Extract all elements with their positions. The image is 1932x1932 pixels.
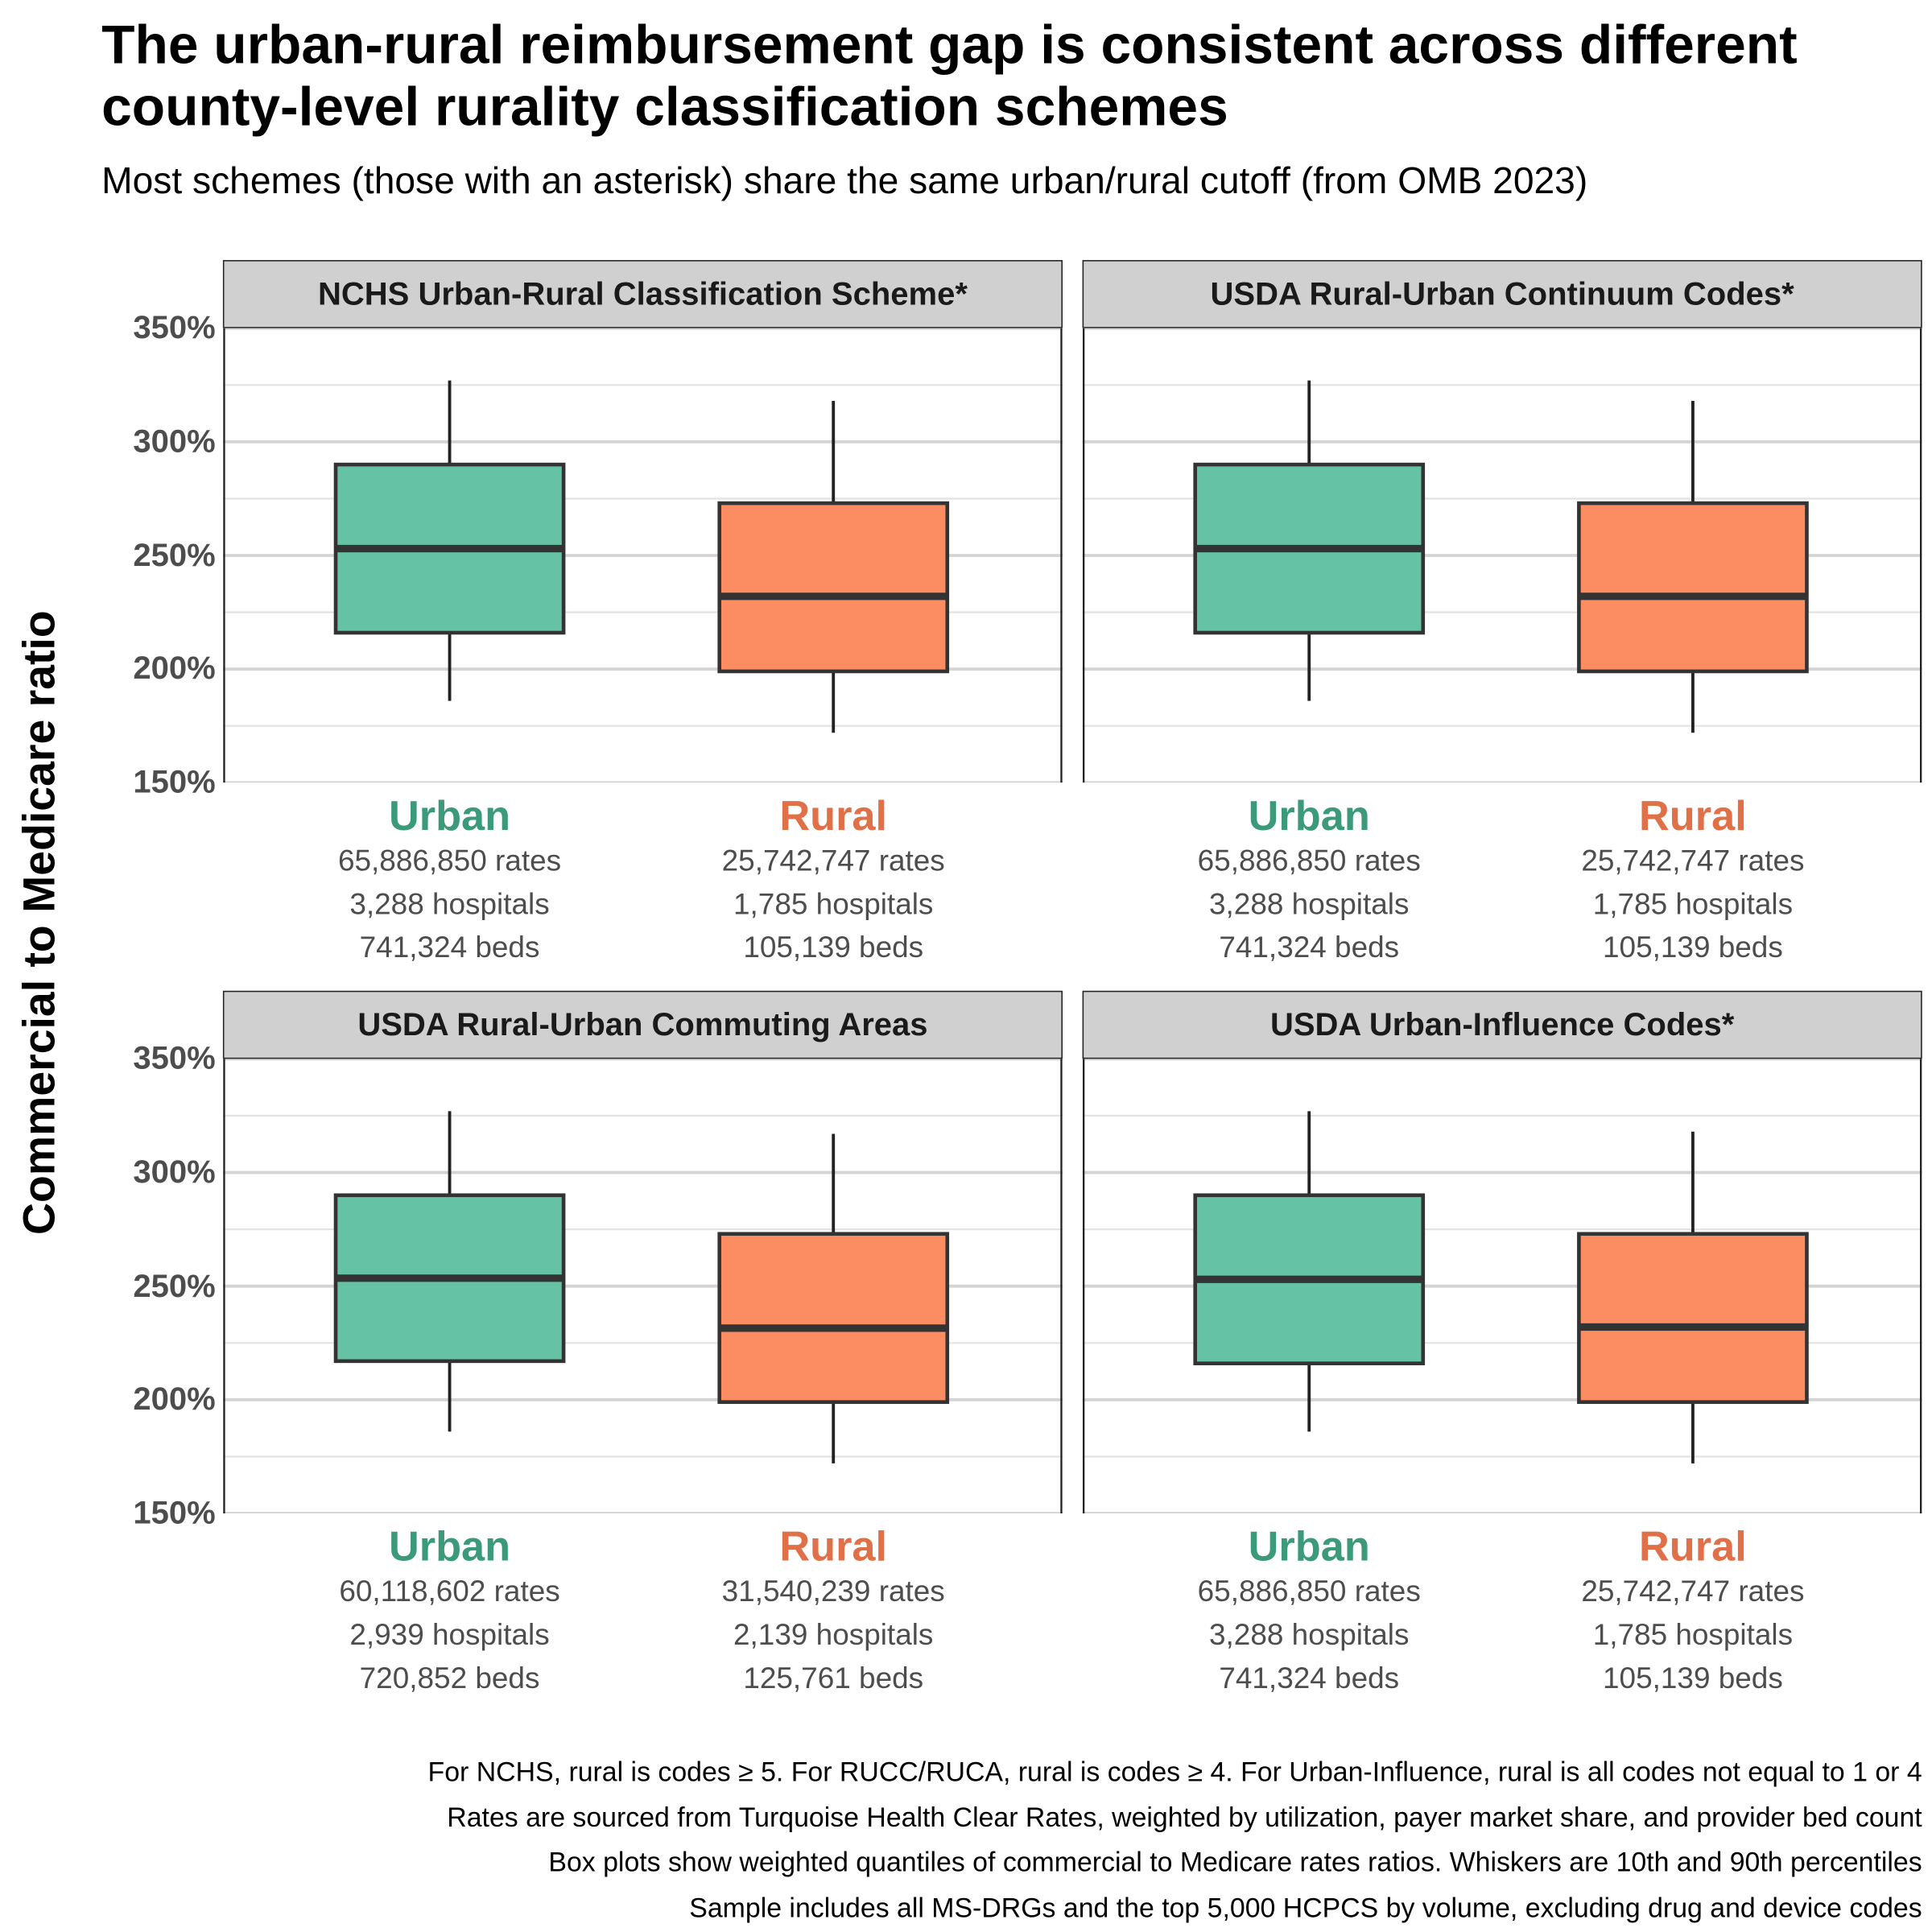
hospitals-count: 1,785 hospitals bbox=[1592, 888, 1794, 922]
category-name: Urban bbox=[1248, 792, 1370, 840]
rates-count: 60,118,602 rates bbox=[339, 1575, 560, 1609]
rates-count: 31,540,239 rates bbox=[721, 1575, 945, 1609]
rates-count: 25,742,747 rates bbox=[721, 844, 945, 878]
chart-title: The urban-rural reimbursement gap is con… bbox=[101, 14, 1798, 138]
category-label-rural: Rural 25,742,747 rates 1,785 hospitals 1… bbox=[1507, 1523, 1879, 1700]
hospitals-count: 3,288 hospitals bbox=[349, 888, 550, 922]
category-label-urban: Urban 65,886,850 rates 3,288 hospitals 7… bbox=[264, 793, 636, 970]
y-tick-label: 200% bbox=[133, 649, 216, 687]
category-name: Rural bbox=[779, 792, 888, 840]
beds-count: 741,324 beds bbox=[1219, 1662, 1400, 1696]
category-label-rural: Rural 25,742,747 rates 1,785 hospitals 1… bbox=[1507, 793, 1879, 970]
beds-count: 741,324 beds bbox=[1219, 931, 1400, 965]
footnote: Rates are sourced from Turquoise Health … bbox=[447, 1801, 1922, 1833]
beds-count: 105,139 beds bbox=[743, 931, 924, 965]
category-label-rural: Rural 25,742,747 rates 1,785 hospitals 1… bbox=[647, 793, 1019, 970]
plot-area bbox=[1082, 1059, 1922, 1513]
category-name: Rural bbox=[1639, 792, 1747, 840]
plot-area bbox=[1082, 328, 1922, 783]
hospitals-count: 3,288 hospitals bbox=[1209, 888, 1410, 922]
y-tick-label: 150% bbox=[133, 1493, 216, 1531]
category-label-rural: Rural 31,540,239 rates 2,139 hospitals 1… bbox=[647, 1523, 1019, 1700]
y-tick-label: 350% bbox=[133, 308, 216, 346]
y-tick-label: 300% bbox=[133, 1152, 216, 1191]
category-label-urban: Urban 60,118,602 rates 2,939 hospitals 7… bbox=[264, 1523, 636, 1700]
y-tick-label: 350% bbox=[133, 1038, 216, 1076]
rates-count: 65,886,850 rates bbox=[1197, 844, 1421, 878]
box-rural bbox=[1577, 501, 1809, 674]
box-rural bbox=[717, 501, 950, 674]
beds-count: 720,852 beds bbox=[359, 1662, 540, 1696]
category-name: Urban bbox=[1248, 1523, 1370, 1571]
category-name: Urban bbox=[388, 792, 511, 840]
y-tick-label: 250% bbox=[133, 1266, 216, 1304]
category-name: Rural bbox=[1639, 1523, 1747, 1571]
rates-count: 65,886,850 rates bbox=[337, 844, 562, 878]
category-label-urban: Urban 65,886,850 rates 3,288 hospitals 7… bbox=[1123, 793, 1495, 970]
y-axis-label: Commercial to Medicare ratio bbox=[13, 610, 64, 1235]
y-tick-label: 200% bbox=[133, 1380, 216, 1418]
hospitals-count: 2,939 hospitals bbox=[349, 1618, 550, 1653]
box-rural bbox=[1577, 1232, 1809, 1404]
rates-count: 25,742,747 rates bbox=[1581, 844, 1805, 878]
footnote: Sample includes all MS-DRGs and the top … bbox=[689, 1891, 1922, 1923]
facet-title: USDA Rural-Urban Commuting Areas bbox=[222, 990, 1063, 1059]
plot-area bbox=[222, 328, 1063, 783]
facet-title: USDA Rural-Urban Continuum Codes* bbox=[1082, 260, 1922, 328]
footnote: For NCHS, rural is codes ≥ 5. For RUCC/R… bbox=[427, 1756, 1922, 1787]
box-rural bbox=[717, 1232, 950, 1404]
beds-count: 741,324 beds bbox=[359, 931, 540, 965]
hospitals-count: 1,785 hospitals bbox=[733, 888, 934, 922]
y-tick-label: 300% bbox=[133, 422, 216, 460]
footnotes: For NCHS, rural is codes ≥ 5. For RUCC/R… bbox=[428, 1750, 1922, 1931]
facet-title: USDA Urban-Influence Codes* bbox=[1082, 990, 1922, 1059]
footnote: Box plots show weighted quantiles of com… bbox=[548, 1846, 1922, 1878]
hospitals-count: 2,139 hospitals bbox=[733, 1618, 934, 1653]
facet-title: NCHS Urban-Rural Classification Scheme* bbox=[222, 260, 1063, 328]
rates-count: 25,742,747 rates bbox=[1581, 1575, 1805, 1609]
beds-count: 105,139 beds bbox=[1603, 1662, 1783, 1696]
category-name: Urban bbox=[388, 1523, 511, 1571]
category-label-urban: Urban 65,886,850 rates 3,288 hospitals 7… bbox=[1123, 1523, 1495, 1700]
plot-area bbox=[222, 1059, 1063, 1513]
rates-count: 65,886,850 rates bbox=[1197, 1575, 1421, 1609]
beds-count: 125,761 beds bbox=[743, 1662, 924, 1696]
y-tick-label: 150% bbox=[133, 762, 216, 800]
chart-subtitle: Most schemes (those with an asterisk) sh… bbox=[101, 160, 1588, 202]
category-name: Rural bbox=[779, 1523, 888, 1571]
hospitals-count: 3,288 hospitals bbox=[1209, 1618, 1410, 1653]
y-tick-label: 250% bbox=[133, 535, 216, 573]
hospitals-count: 1,785 hospitals bbox=[1592, 1618, 1794, 1653]
beds-count: 105,139 beds bbox=[1603, 931, 1783, 965]
